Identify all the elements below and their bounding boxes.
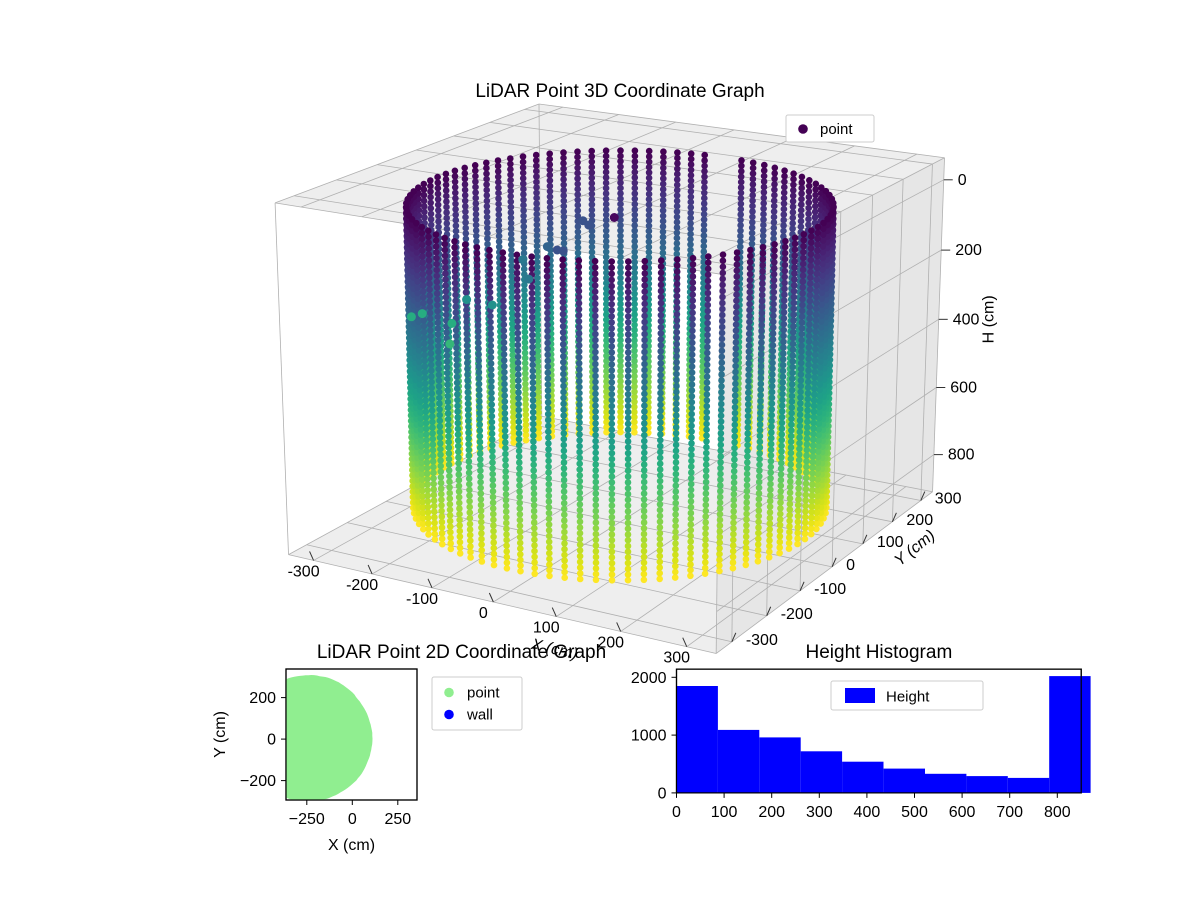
svg-text:Y (cm): Y (cm) <box>212 711 229 758</box>
svg-text:800: 800 <box>948 447 975 464</box>
svg-text:100: 100 <box>877 534 904 551</box>
svg-text:2000: 2000 <box>631 670 667 687</box>
svg-text:100: 100 <box>533 620 560 637</box>
svg-text:200: 200 <box>955 242 982 259</box>
svg-text:-300: -300 <box>746 632 778 649</box>
svg-text:-100: -100 <box>406 591 438 608</box>
svg-text:0: 0 <box>958 172 967 189</box>
svg-text:1000: 1000 <box>631 728 667 745</box>
svg-text:−250: −250 <box>289 811 325 828</box>
svg-text:LiDAR Point 2D Coordinate Grap: LiDAR Point 2D Coordinate Graph <box>317 642 606 663</box>
svg-text:500: 500 <box>901 804 928 821</box>
svg-text:0: 0 <box>658 785 667 802</box>
svg-text:−200: −200 <box>240 773 276 790</box>
svg-text:-200: -200 <box>781 606 813 623</box>
svg-text:-100: -100 <box>814 581 846 598</box>
svg-text:-300: -300 <box>288 563 320 580</box>
svg-text:400: 400 <box>953 311 980 328</box>
svg-text:0: 0 <box>846 557 855 574</box>
svg-text:200: 200 <box>249 690 276 707</box>
svg-text:Height Histogram: Height Histogram <box>806 642 953 663</box>
svg-text:0: 0 <box>267 732 276 749</box>
svg-text:0: 0 <box>348 811 357 828</box>
svg-text:0: 0 <box>672 804 681 821</box>
svg-text:400: 400 <box>854 804 881 821</box>
svg-text:100: 100 <box>711 804 738 821</box>
svg-text:300: 300 <box>663 650 690 667</box>
svg-text:H (cm): H (cm) <box>981 295 998 343</box>
svg-text:wall: wall <box>466 707 493 724</box>
svg-text:-200: -200 <box>346 577 378 594</box>
svg-text:800: 800 <box>1044 804 1071 821</box>
svg-text:X (cm): X (cm) <box>328 837 375 854</box>
svg-text:300: 300 <box>935 491 962 508</box>
svg-text:Height: Height <box>886 689 930 706</box>
svg-text:250: 250 <box>384 811 411 828</box>
svg-text:point: point <box>820 121 853 138</box>
svg-text:0: 0 <box>479 605 488 622</box>
svg-text:point: point <box>467 685 500 702</box>
svg-text:200: 200 <box>906 512 933 529</box>
svg-text:300: 300 <box>806 804 833 821</box>
svg-text:600: 600 <box>949 804 976 821</box>
svg-text:200: 200 <box>758 804 785 821</box>
svg-text:700: 700 <box>996 804 1023 821</box>
svg-text:LiDAR Point 3D Coordinate Grap: LiDAR Point 3D Coordinate Graph <box>475 81 764 102</box>
svg-text:600: 600 <box>950 379 977 396</box>
